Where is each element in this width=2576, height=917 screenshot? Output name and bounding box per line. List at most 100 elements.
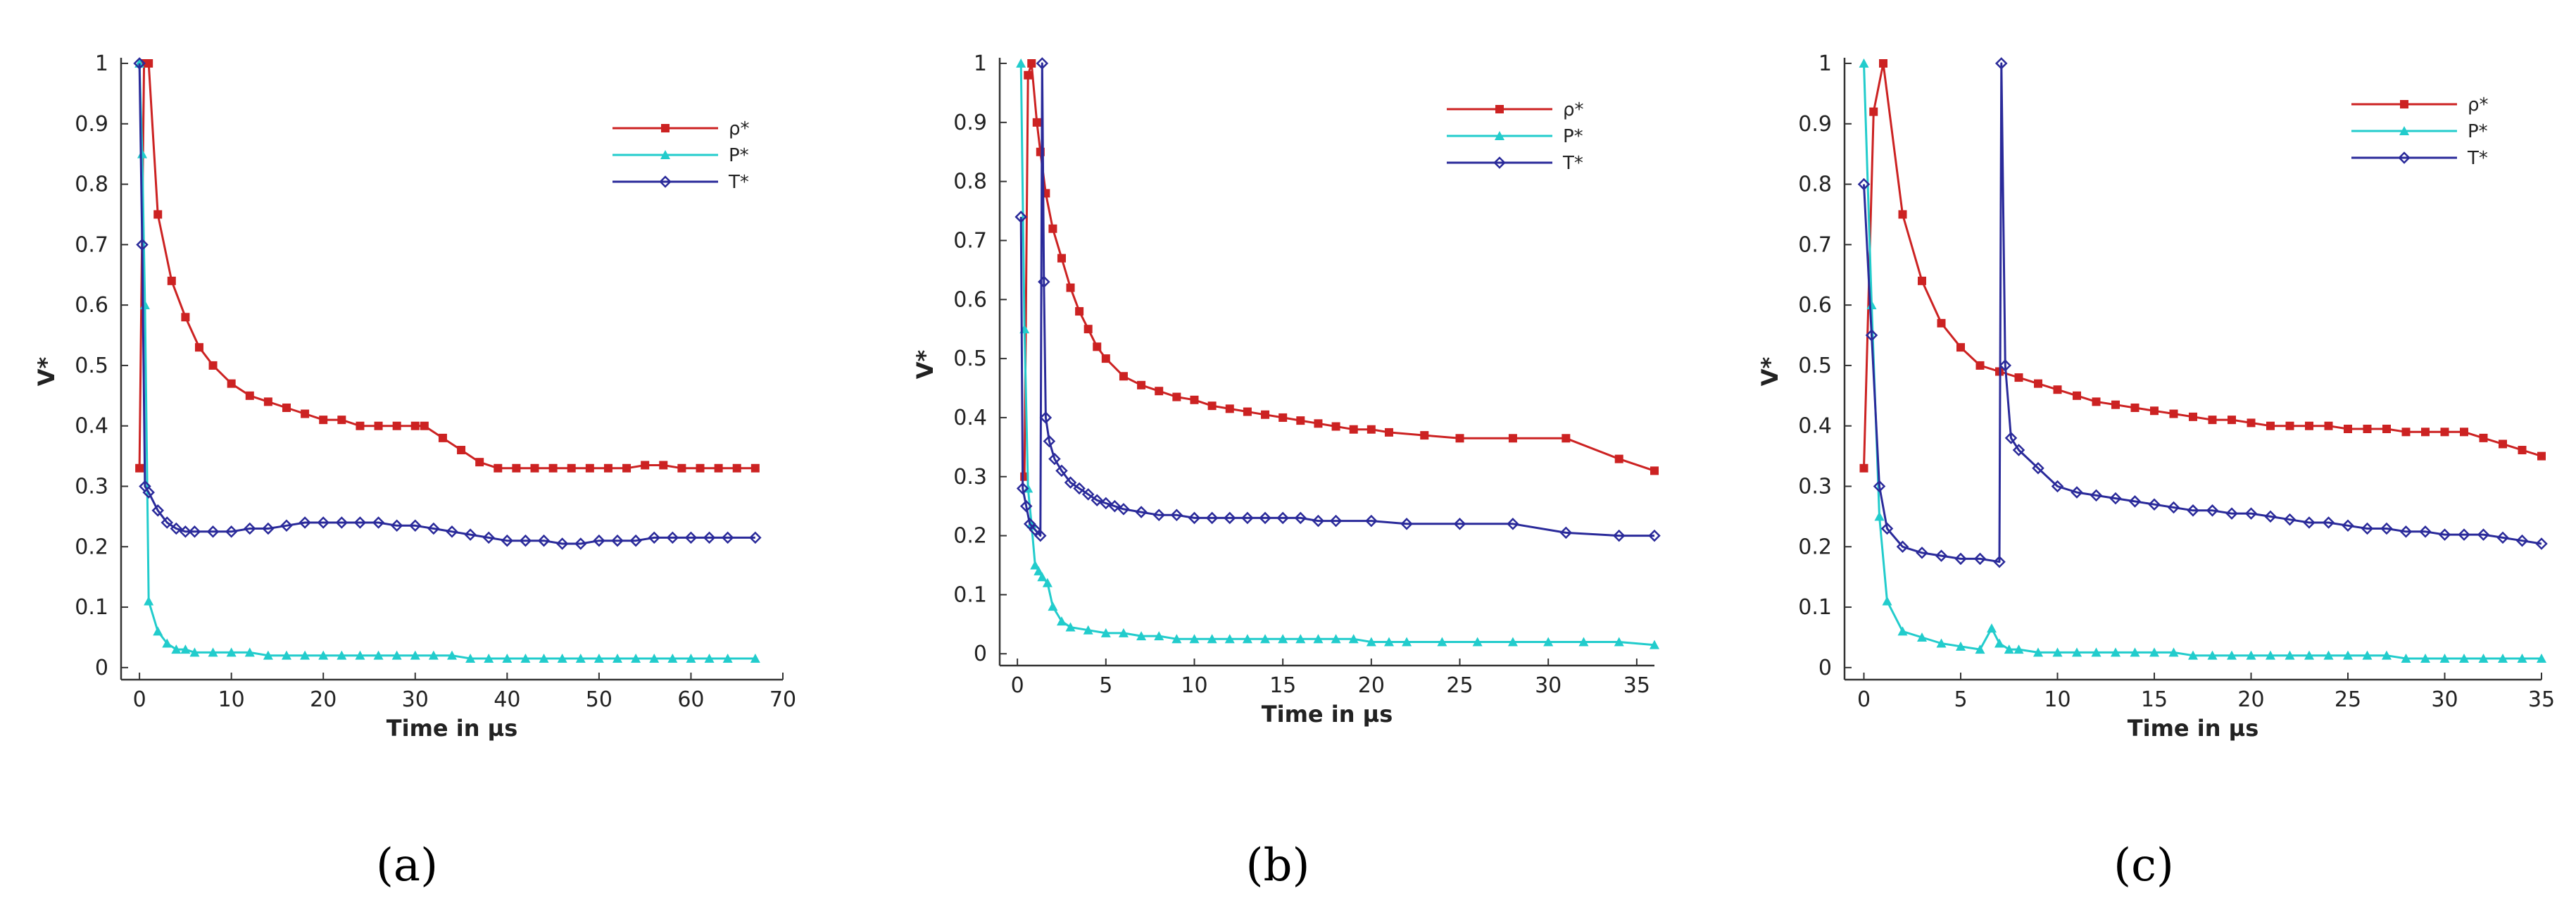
data-point	[1083, 625, 1093, 635]
data-point	[2283, 513, 2297, 526]
data-point	[244, 522, 256, 535]
y-tick-label: 0.4	[953, 406, 987, 430]
data-point	[1917, 632, 1927, 642]
data-point	[1879, 59, 1887, 68]
y-tick-label: 1	[95, 51, 108, 76]
series-line	[138, 63, 755, 660]
panel-label: (b)	[1246, 840, 1310, 892]
data-point	[2324, 421, 2333, 430]
data-point	[1024, 70, 1033, 80]
x-tick-label: 5	[1954, 687, 1967, 712]
data-point	[1859, 463, 1868, 473]
data-point	[703, 531, 716, 544]
x-tick-label: 10	[218, 687, 245, 712]
data-point	[1987, 623, 1997, 633]
series-line	[1863, 62, 2542, 468]
y-axis-title: V*	[912, 349, 938, 379]
data-point	[2264, 510, 2277, 523]
data-point	[1030, 560, 1041, 570]
data-point	[537, 534, 551, 547]
y-tick-label: 0.4	[75, 414, 108, 439]
data-point	[2439, 653, 2450, 663]
y-tick-label: 0.4	[1798, 414, 1832, 439]
data-point	[1937, 318, 1946, 328]
data-point	[1276, 511, 1289, 525]
data-point	[721, 531, 734, 544]
data-point	[2149, 647, 2159, 657]
data-point	[750, 653, 760, 663]
legend-marker	[1495, 105, 1504, 113]
data-point	[2111, 647, 2121, 657]
y-tick-label: 0.2	[75, 535, 108, 559]
legend-marker	[1495, 131, 1504, 140]
data-point	[161, 516, 174, 529]
data-point	[181, 313, 190, 322]
data-point	[1260, 634, 1271, 644]
data-point	[631, 653, 641, 663]
x-tick-label: 30	[2431, 687, 2458, 712]
data-point	[1975, 644, 1985, 654]
data-point	[171, 644, 182, 654]
series-line	[1023, 62, 1655, 477]
data-point	[1455, 434, 1464, 443]
data-point	[1065, 622, 1076, 632]
data-point	[2207, 650, 2218, 660]
y-tick-label: 1	[1818, 51, 1832, 76]
data-point	[574, 537, 587, 550]
data-point	[1650, 640, 1659, 649]
data-point	[2499, 439, 2507, 449]
data-point	[2401, 653, 2411, 663]
data-point	[1016, 58, 1026, 68]
y-tick-label: 0.8	[1798, 173, 1832, 197]
data-point	[1331, 422, 1340, 431]
series-line	[1019, 63, 1655, 647]
data-point	[1935, 549, 1948, 562]
data-point	[1027, 59, 1036, 68]
data-point	[575, 653, 586, 663]
data-point	[2477, 528, 2490, 541]
data-point	[2244, 507, 2258, 520]
y-tick-label: 0.5	[75, 354, 108, 378]
x-tick-label: 20	[310, 687, 337, 712]
data-point	[1119, 372, 1128, 381]
data-point	[2419, 525, 2432, 538]
data-point	[2111, 400, 2120, 409]
data-point	[2496, 531, 2509, 544]
legend-marker	[2398, 151, 2411, 164]
data-point	[2148, 498, 2161, 511]
data-point	[2167, 501, 2180, 514]
data-point	[1243, 407, 1252, 416]
data-point	[208, 361, 218, 370]
data-point	[1614, 637, 1624, 647]
data-point	[1882, 596, 1892, 606]
data-point	[1999, 359, 2012, 372]
data-point	[133, 57, 146, 70]
data-point	[1383, 637, 1394, 647]
data-point	[464, 528, 477, 541]
data-point	[1136, 631, 1147, 641]
data-point	[512, 463, 521, 473]
x-tick-label: 0	[1857, 687, 1871, 712]
data-point	[648, 531, 660, 544]
data-point	[1225, 404, 1234, 413]
data-point	[482, 531, 495, 544]
data-point	[1650, 466, 1659, 475]
data-point	[465, 653, 476, 663]
data-point	[1366, 425, 1376, 434]
data-point	[2401, 428, 2411, 437]
data-point	[136, 238, 149, 251]
y-tick-label: 0.5	[1798, 354, 1832, 378]
data-point	[501, 534, 514, 547]
data-point	[622, 463, 632, 473]
data-point	[585, 463, 594, 473]
legend-marker	[2399, 126, 2409, 135]
data-point	[1973, 552, 1987, 566]
data-point	[1896, 540, 1909, 554]
data-point	[714, 463, 723, 473]
data-point	[1329, 514, 1343, 528]
data-point	[1859, 58, 1869, 68]
data-point	[593, 653, 604, 663]
series-line	[138, 63, 755, 545]
series-1	[1859, 59, 2546, 473]
data-point	[317, 516, 329, 529]
